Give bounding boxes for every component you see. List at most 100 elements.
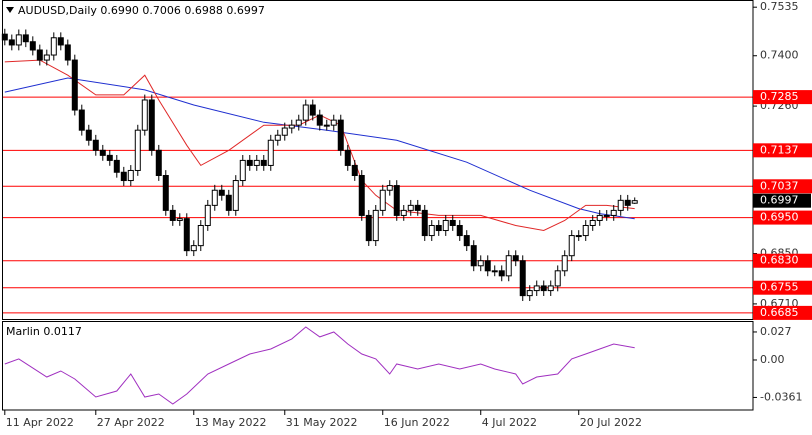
candle-body — [309, 104, 316, 116]
last-price-label: 0.6997 — [760, 194, 799, 207]
indicator-title: Marlin 0.0117 — [6, 325, 82, 338]
candle-body — [498, 270, 505, 277]
x-tick-label: 27 Apr 2022 — [97, 416, 165, 429]
candle-body — [162, 175, 169, 211]
candle-body — [211, 189, 218, 206]
level-label: 0.6755 — [760, 281, 799, 294]
candle-body — [400, 209, 407, 216]
candle-body — [365, 214, 372, 242]
indicator-tick-label: -0.0361 — [760, 390, 802, 403]
candle-body — [1, 33, 8, 41]
candle-body — [85, 129, 92, 141]
x-tick-label: 16 Jun 2022 — [384, 416, 450, 429]
candle-body — [57, 37, 64, 46]
candle-body — [239, 159, 246, 182]
candle-body — [260, 159, 267, 166]
x-tick-label: 11 Apr 2022 — [6, 416, 74, 429]
candle-body — [218, 189, 225, 196]
indicator-tick-label: 0.027 — [760, 325, 792, 338]
level-label: 0.7285 — [760, 90, 799, 103]
candle-body — [36, 49, 43, 61]
candle-body — [267, 139, 274, 166]
level-label: 0.7137 — [760, 143, 799, 156]
main-panel-frame — [2, 0, 754, 320]
candle-body — [274, 134, 281, 141]
y-tick-label: 0.7400 — [760, 49, 799, 62]
level-label: 0.6950 — [760, 211, 799, 224]
level-label-box — [753, 210, 812, 225]
candle-body — [533, 285, 540, 292]
candle-body — [50, 37, 57, 56]
candle-body — [64, 44, 71, 61]
candle-body — [281, 127, 288, 136]
candle-body — [526, 290, 533, 297]
candle-body — [393, 185, 400, 216]
candle-body — [631, 200, 638, 204]
candle-body — [519, 260, 526, 297]
candle-body — [554, 270, 561, 287]
candle-body — [512, 255, 519, 262]
candle-body — [43, 54, 50, 61]
candle-body — [141, 99, 148, 131]
candle-body — [407, 204, 414, 211]
menu-triangle[interactable] — [6, 7, 14, 13]
candle-body — [561, 255, 568, 272]
candle-body — [99, 149, 106, 156]
candle-body — [316, 114, 323, 126]
candle-body — [547, 285, 554, 292]
candle-body — [197, 224, 204, 247]
indicator-layer — [4, 326, 635, 405]
candle-body — [379, 189, 386, 211]
candle-body — [71, 59, 78, 111]
candle-body — [617, 199, 624, 211]
x-tick-label: 20 Jul 2022 — [580, 416, 642, 429]
candle-body — [421, 209, 428, 237]
candle-body — [596, 214, 603, 221]
candle-body — [29, 41, 36, 51]
candle-body — [176, 218, 183, 221]
x-tick-label: 31 May 2022 — [286, 416, 358, 429]
level-label: 0.6830 — [760, 254, 799, 267]
candle-body — [92, 139, 99, 151]
candle-body — [372, 209, 379, 242]
candle-body — [295, 119, 302, 126]
levels-layer — [2, 96, 753, 314]
candle-body — [148, 99, 155, 151]
candle-body — [603, 214, 610, 217]
candle-body — [22, 34, 29, 43]
level-label-box — [753, 280, 812, 295]
candle-body — [505, 255, 512, 277]
candle-body — [246, 159, 253, 166]
candle-body — [624, 199, 631, 206]
candle-body — [442, 219, 449, 232]
candle-body — [134, 129, 141, 171]
candle-body — [169, 209, 176, 221]
level-label-box — [753, 179, 812, 194]
x-tick-label: 4 Jul 2022 — [482, 416, 537, 429]
candle-body — [463, 235, 470, 247]
candle-body — [470, 245, 477, 267]
indicator-panel-frame — [2, 321, 754, 411]
candle-body — [204, 204, 211, 226]
candle-body — [225, 194, 232, 211]
candle-body — [302, 104, 309, 121]
candle-body — [351, 164, 358, 177]
indicator-line — [4, 326, 635, 405]
candle-body — [358, 175, 365, 216]
candle-body — [15, 34, 22, 46]
candle-body — [8, 39, 15, 46]
level-label-box — [753, 253, 812, 268]
candle-body — [428, 224, 435, 237]
candle-body — [155, 149, 162, 177]
candle-body — [589, 219, 596, 226]
candle-body — [435, 224, 442, 232]
candle-body — [330, 119, 337, 126]
level-label-box — [753, 305, 812, 320]
level-label-box — [753, 90, 812, 105]
candle-body — [484, 260, 491, 272]
candle-body — [120, 171, 127, 182]
candle-body — [610, 209, 617, 216]
candle-body — [78, 109, 85, 131]
